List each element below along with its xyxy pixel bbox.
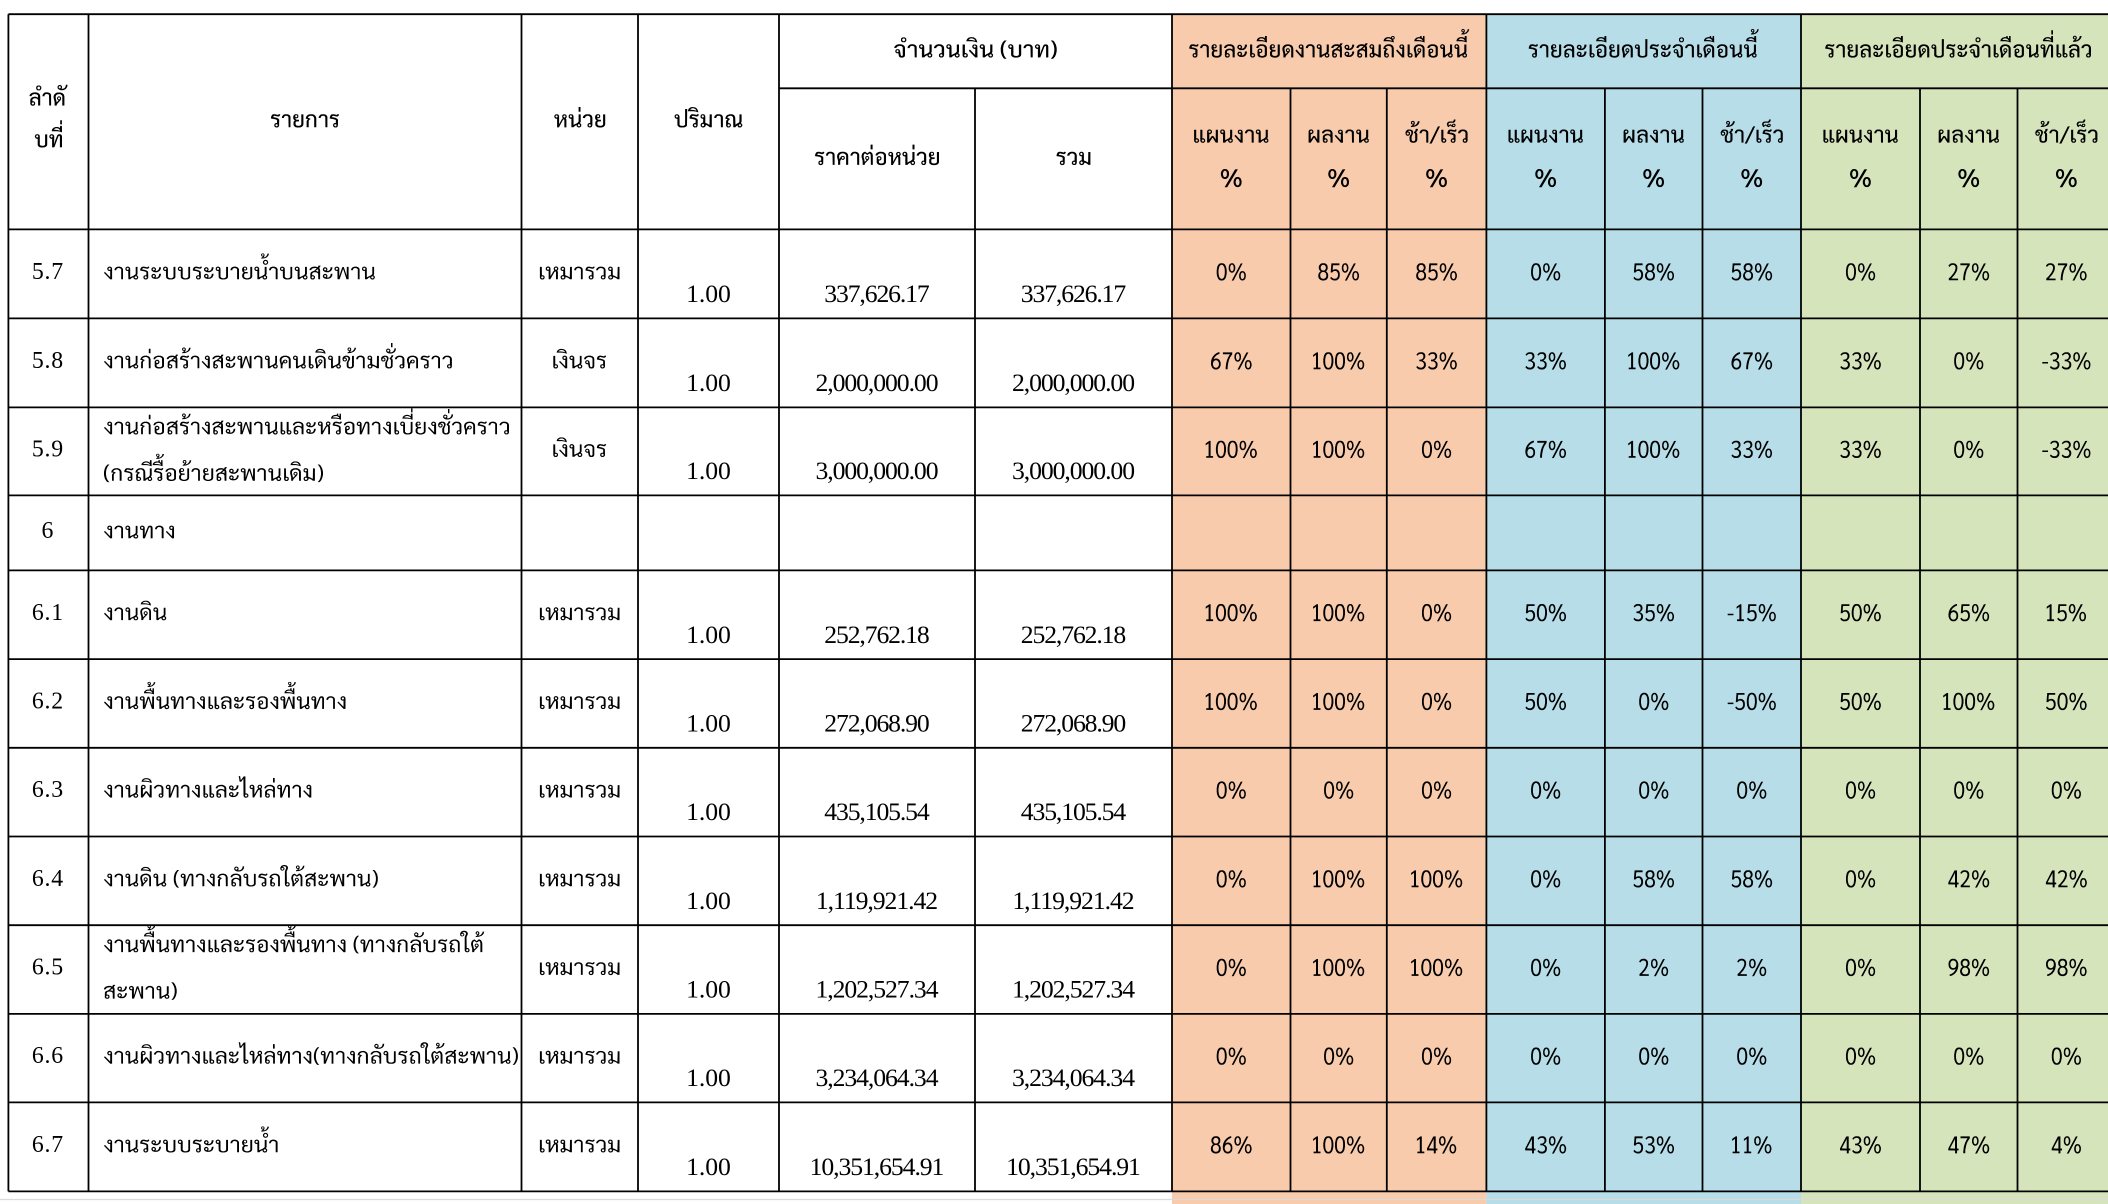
svg-text:337,626.17: 337,626.17 bbox=[824, 279, 930, 308]
svg-text:6.3: 6.3 bbox=[32, 777, 63, 803]
svg-text:6.7: 6.7 bbox=[32, 1132, 63, 1158]
svg-text:1,119,921.42: 1,119,921.42 bbox=[1012, 886, 1134, 915]
svg-text:1.00: 1.00 bbox=[686, 1063, 731, 1092]
svg-text:5.7: 5.7 bbox=[32, 259, 63, 285]
svg-text:2,000,000.00: 2,000,000.00 bbox=[815, 368, 938, 397]
svg-text:6.4: 6.4 bbox=[32, 866, 63, 892]
svg-text:272,068.90: 272,068.90 bbox=[824, 709, 930, 738]
svg-text:6.2: 6.2 bbox=[32, 689, 63, 715]
svg-text:337,626.17: 337,626.17 bbox=[1021, 279, 1127, 308]
svg-text:5.8: 5.8 bbox=[32, 348, 63, 374]
svg-text:6.5: 6.5 bbox=[32, 955, 63, 981]
svg-text:10,351,654.91: 10,351,654.91 bbox=[810, 1152, 945, 1181]
svg-text:1.00: 1.00 bbox=[686, 886, 731, 915]
svg-text:1.00: 1.00 bbox=[686, 709, 731, 738]
svg-text:252,762.18: 252,762.18 bbox=[1021, 620, 1127, 649]
svg-text:1.00: 1.00 bbox=[686, 797, 731, 826]
svg-text:252,762.18: 252,762.18 bbox=[824, 620, 930, 649]
svg-text:5.9: 5.9 bbox=[32, 436, 63, 462]
svg-text:10,351,654.91: 10,351,654.91 bbox=[1006, 1152, 1141, 1181]
svg-text:1.00: 1.00 bbox=[686, 279, 731, 308]
svg-text:1.00: 1.00 bbox=[686, 456, 731, 485]
svg-text:272,068.90: 272,068.90 bbox=[1021, 709, 1127, 738]
svg-text:435,105.54: 435,105.54 bbox=[1021, 797, 1127, 826]
svg-text:6.6: 6.6 bbox=[32, 1043, 63, 1069]
svg-text:1.00: 1.00 bbox=[686, 975, 731, 1004]
svg-text:1.00: 1.00 bbox=[686, 1152, 731, 1181]
svg-text:3,234,064.34: 3,234,064.34 bbox=[815, 1063, 938, 1092]
svg-text:1,202,527.34: 1,202,527.34 bbox=[1012, 975, 1135, 1004]
svg-text:3,234,064.34: 3,234,064.34 bbox=[1012, 1063, 1135, 1092]
svg-text:3,000,000.00: 3,000,000.00 bbox=[1012, 456, 1135, 485]
svg-text:3,000,000.00: 3,000,000.00 bbox=[815, 456, 938, 485]
svg-text:1.00: 1.00 bbox=[686, 620, 731, 649]
svg-text:1,119,921.42: 1,119,921.42 bbox=[816, 886, 938, 915]
svg-text:1,202,527.34: 1,202,527.34 bbox=[815, 975, 938, 1004]
svg-text:1.00: 1.00 bbox=[686, 368, 731, 397]
svg-text:435,105.54: 435,105.54 bbox=[824, 797, 930, 826]
svg-text:6.1: 6.1 bbox=[32, 600, 63, 626]
svg-text:6: 6 bbox=[42, 518, 54, 544]
svg-text:2,000,000.00: 2,000,000.00 bbox=[1012, 368, 1135, 397]
